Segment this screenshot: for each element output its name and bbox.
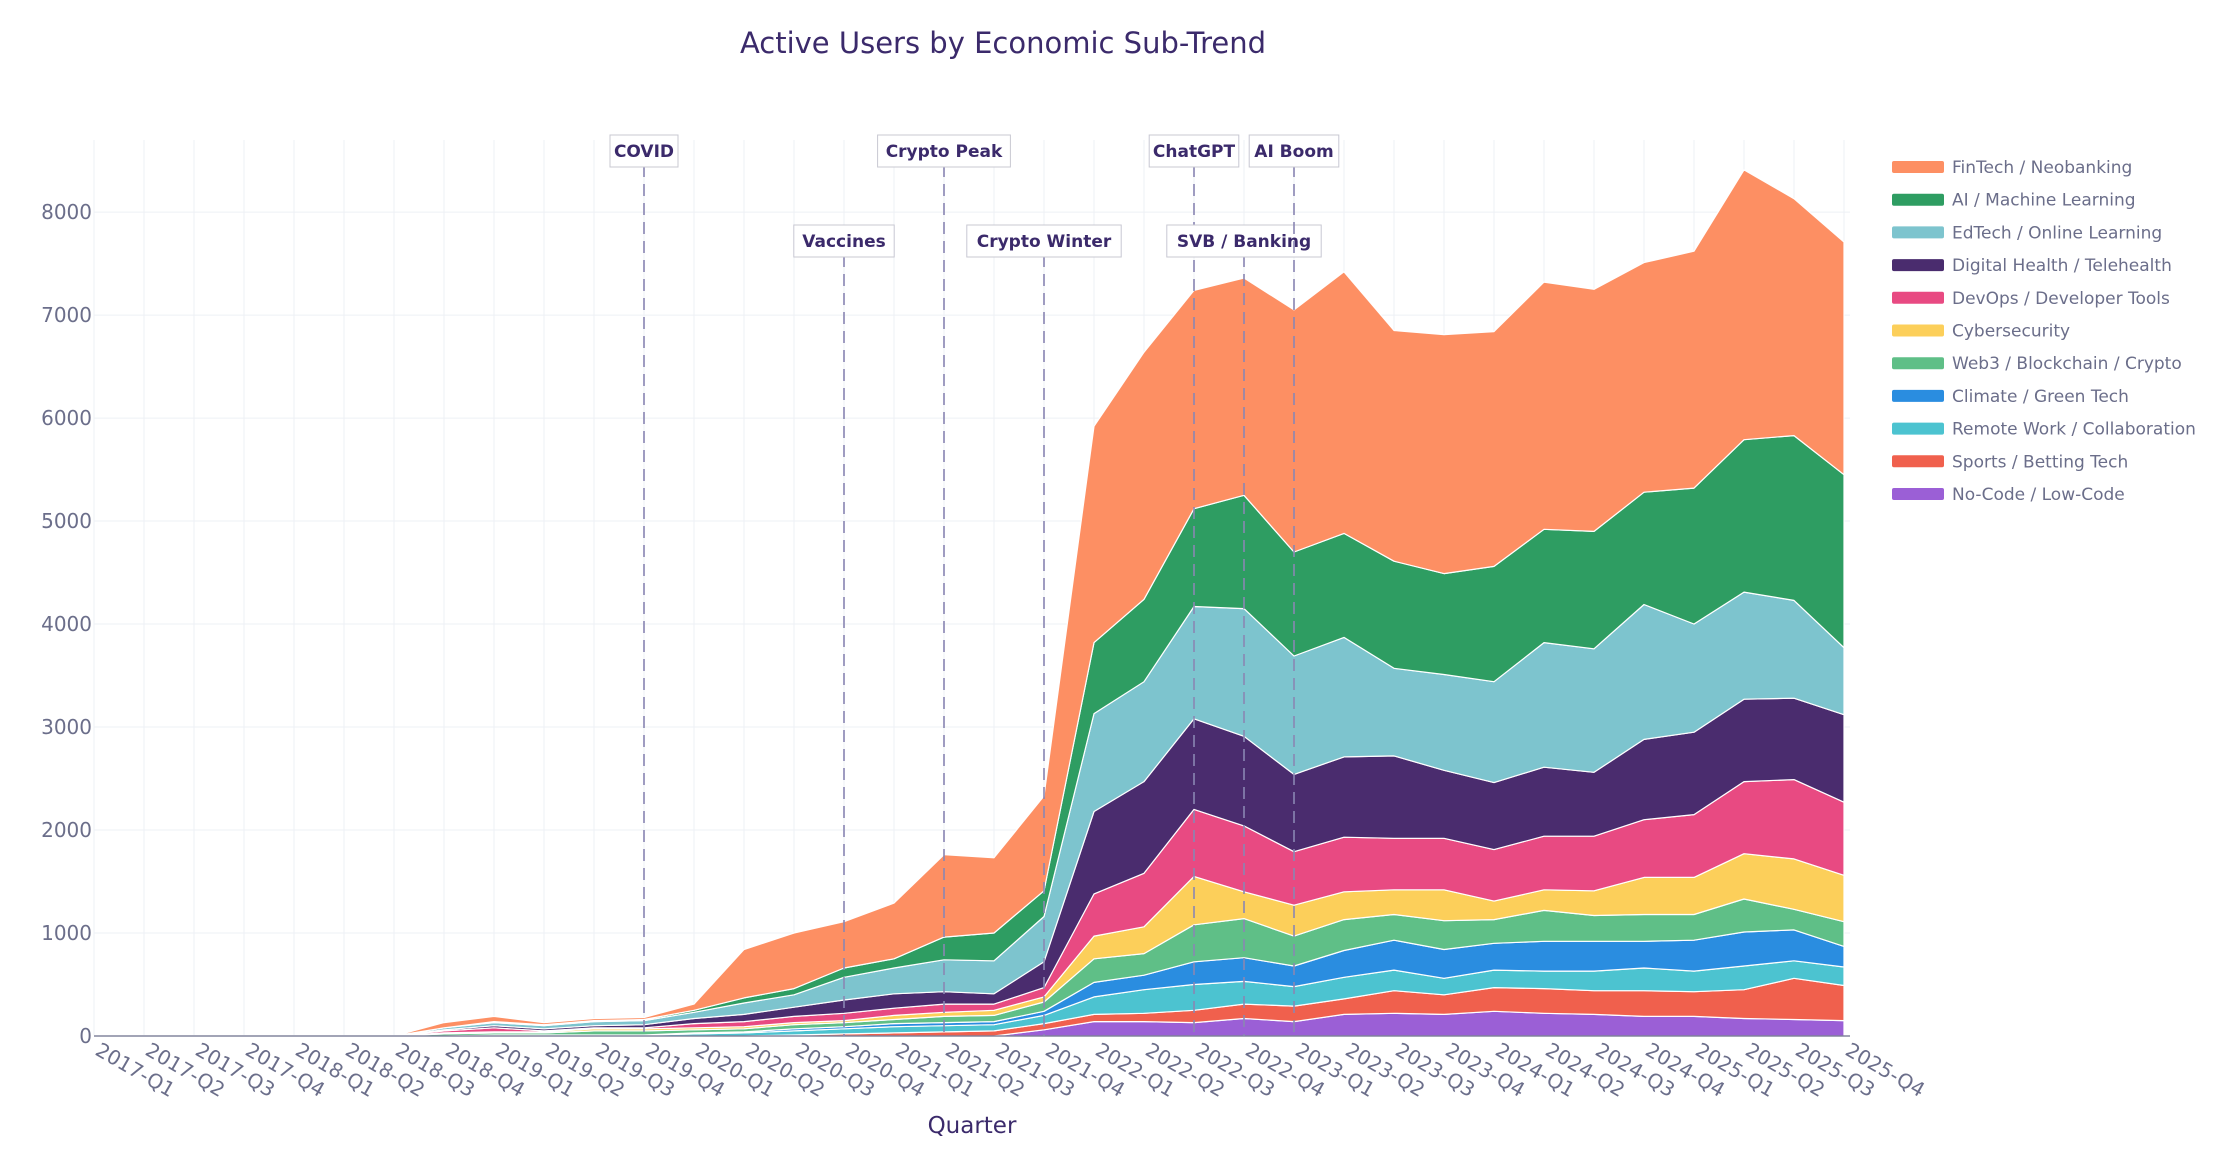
y-tick-label: 7000 [41, 303, 92, 327]
legend-label: DevOps / Developer Tools [1952, 289, 2170, 309]
y-tick-label: 8000 [41, 200, 92, 224]
legend-item[interactable]: No-Code / Low-Code [1892, 485, 2125, 505]
legend-label: Web3 / Blockchain / Crypto [1952, 354, 2182, 374]
legend-label: AI / Machine Learning [1952, 191, 2136, 211]
legend-item[interactable]: EdTech / Online Learning [1892, 223, 2162, 243]
legend-label: Sports / Betting Tech [1952, 452, 2128, 472]
legend-label: EdTech / Online Learning [1952, 223, 2162, 243]
legend-item[interactable]: AI / Machine Learning [1892, 191, 2136, 211]
event-label-box [1148, 134, 1240, 168]
event-label-box [609, 134, 679, 168]
legend-swatch [1892, 161, 1944, 173]
event-markers: COVID Vaccines Crypto Peak Crypto Winter Cha… [609, 134, 1340, 1036]
legend-label: Climate / Green Tech [1952, 387, 2129, 407]
legend-swatch [1892, 259, 1944, 272]
y-tick-label: 0 [79, 1024, 92, 1048]
legend-swatch [1892, 357, 1944, 370]
event-label-box [793, 224, 895, 258]
area-layer [93, 169, 1845, 1037]
legend-item[interactable]: Digital Health / Telehealth [1892, 256, 2172, 276]
legend-item[interactable]: Cybersecurity [1892, 322, 2070, 342]
legend-label: Cybersecurity [1952, 322, 2070, 342]
event-label: Crypto Peak [886, 142, 1003, 162]
event-label: Crypto Winter [977, 232, 1112, 252]
legend-swatch [1892, 422, 1944, 435]
event-label: COVID [614, 142, 674, 162]
legend-swatch [1892, 324, 1944, 337]
event-label: ChatGPT [1153, 142, 1236, 162]
legend-item[interactable]: DevOps / Developer Tools [1892, 289, 2170, 309]
event-label-box [1248, 134, 1340, 168]
event-label: AI Boom [1254, 142, 1333, 162]
y-tick-label: 2000 [41, 818, 92, 842]
legend-label: Digital Health / Telehealth [1952, 256, 2172, 276]
event-label: SVB / Banking [1177, 232, 1311, 252]
y-tick-label: 3000 [41, 715, 92, 739]
chart-title: Active Users by Economic Sub-Trend [740, 26, 1266, 60]
legend-label: FinTech / Neobanking [1952, 158, 2132, 178]
legend-swatch [1892, 488, 1944, 500]
legend-item[interactable]: Sports / Betting Tech [1892, 452, 2128, 472]
y-tick-label: 1000 [41, 921, 92, 945]
legend-swatch [1892, 193, 1944, 206]
x-axis-title: Quarter [928, 1113, 1017, 1139]
legend-item[interactable]: Climate / Green Tech [1892, 387, 2129, 407]
legend-label: Remote Work / Collaboration [1952, 420, 2196, 440]
event-label-box [966, 224, 1122, 258]
legend-swatch [1892, 226, 1944, 239]
legend-item[interactable]: FinTech / Neobanking [1892, 158, 2132, 178]
y-tick-label: 4000 [41, 612, 92, 636]
event-label-box [877, 134, 1011, 168]
legend-swatch [1892, 291, 1944, 304]
legend-item[interactable]: Remote Work / Collaboration [1892, 420, 2196, 440]
legend-label: No-Code / Low-Code [1952, 485, 2125, 505]
legend-swatch [1892, 455, 1944, 468]
area-series[interactable] [93, 169, 1845, 1037]
legend[interactable]: FinTech / Neobanking AI / Machine Learnin… [1892, 158, 2196, 505]
event-label: Vaccines [802, 232, 885, 252]
y-tick-label: 5000 [41, 509, 92, 533]
legend-swatch [1892, 389, 1944, 402]
y-tick-label: 6000 [41, 406, 92, 430]
legend-item[interactable]: Web3 / Blockchain / Crypto [1892, 354, 2182, 374]
event-label-box [1166, 224, 1322, 258]
